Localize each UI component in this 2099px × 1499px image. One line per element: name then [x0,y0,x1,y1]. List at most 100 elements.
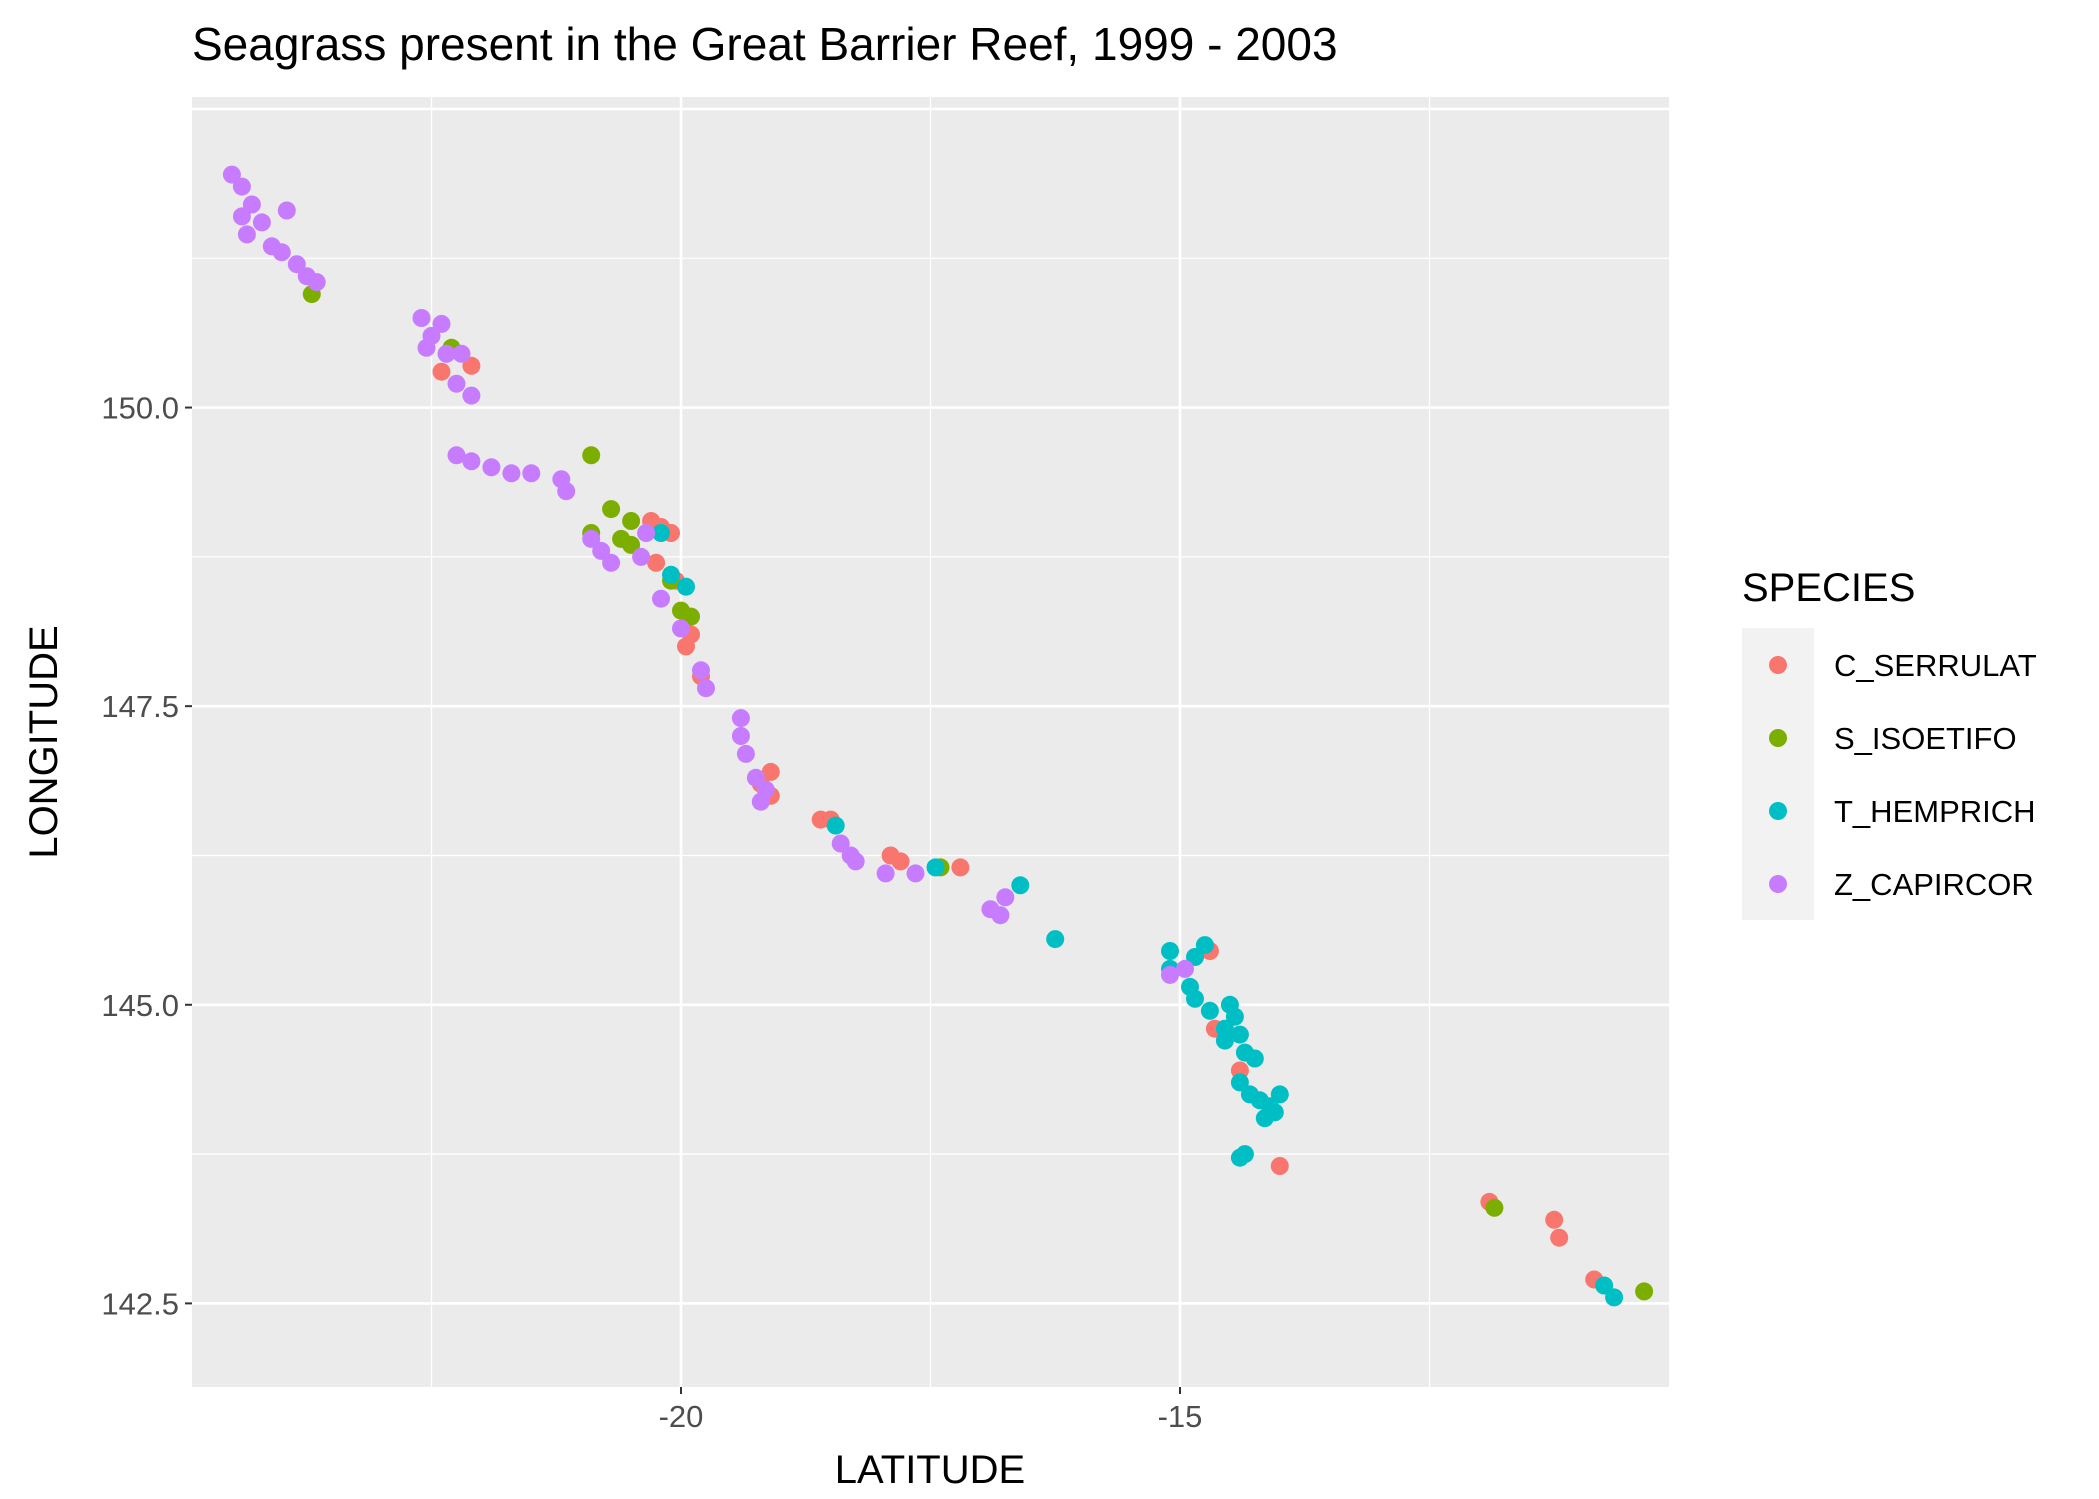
data-point [951,858,970,877]
data-point [462,386,481,405]
legend-label: C_SERRULAT [1834,648,2037,683]
data-point [1186,989,1204,1008]
data-point [222,165,241,184]
data-point [602,500,621,519]
data-point [647,553,666,572]
data-point [746,768,765,787]
data-point [622,535,641,554]
data-point [452,344,471,363]
data-point [417,338,436,357]
data-point [1545,1210,1564,1229]
data-point [831,834,850,853]
data-point [462,452,481,471]
data-point [232,207,251,226]
data-point [1265,1103,1284,1122]
data-point [502,464,521,483]
data-point [1215,1031,1234,1050]
data-point [242,195,261,214]
y-axis-ticks: 142.5 145.0 147.5 150.0 [101,391,192,1321]
data-point [522,464,541,483]
data-point [761,762,780,781]
data-point [602,553,621,572]
data-point [731,709,750,728]
data-point [731,727,750,745]
data-point [432,362,451,381]
series-t-hemprich [652,524,1624,1307]
data-point [287,255,306,274]
y-axis-title: LONGITUDE [22,625,66,858]
y-tick-label: 150.0 [101,391,179,426]
x-axis-ticks: -20 -15 [659,1387,1203,1434]
data-point [637,524,656,542]
data-point [482,458,501,477]
legend-key [1769,729,1787,747]
data-point [996,888,1015,907]
data-point [557,482,576,501]
data-point [1161,942,1179,960]
legend-label: S_ISOETIFO [1834,721,2017,756]
data-point [447,374,466,393]
data-point [582,529,601,548]
data-point [1161,965,1179,984]
data-point [697,679,715,698]
data-point [1200,1001,1219,1020]
data-point [1595,1276,1614,1295]
data-point [1046,930,1065,949]
data-point [1195,936,1214,955]
data-point [926,858,945,877]
data-point [1270,1157,1289,1175]
data-point [1230,1148,1249,1167]
data-point [906,864,925,883]
data-point [252,213,271,232]
chart-title: Seagrass present in the Great Barrier Re… [192,18,1338,70]
data-point [1230,1073,1249,1092]
y-tick-label: 147.5 [101,689,179,724]
data-point [1011,876,1030,895]
data-point [1605,1288,1624,1307]
legend-key [1769,875,1787,893]
legend: SPECIES C_SERRULAT S_ISOETIFO T_HEMPRICH Z_… [1742,566,2037,920]
legend-label: T_HEMPRICH [1834,794,2036,829]
x-tick-label: -15 [1158,1399,1203,1434]
data-point [826,816,845,835]
data-point [1186,948,1204,966]
data-point [736,744,755,763]
legend-key [1769,656,1787,674]
data-point [437,344,456,363]
data-point [1225,1007,1244,1026]
data-point [622,512,641,530]
data-point [237,225,256,244]
data-point [1270,1085,1289,1104]
legend-key [1769,802,1787,820]
data-point [447,446,466,465]
data-point [677,577,695,596]
data-point [692,661,710,680]
major-gridlines [192,97,1669,1387]
data-point [592,541,611,560]
data-point [1550,1228,1569,1247]
data-point [677,637,695,656]
data-points [222,165,1654,1307]
data-point [662,565,680,584]
data-point [582,446,601,465]
data-point [672,619,690,638]
data-point [1485,1198,1504,1217]
data-point [232,177,251,196]
data-point [412,309,431,327]
data-point [846,852,865,871]
data-point [1176,959,1194,978]
data-point [277,201,296,220]
data-point [307,273,326,292]
data-point [751,792,770,811]
data-point [1635,1282,1654,1301]
data-point [432,314,451,333]
data-point [462,356,481,375]
legend-title: SPECIES [1742,566,1915,610]
series-z-capircor [222,165,1194,984]
data-point [891,852,910,871]
data-point [632,547,651,566]
data-point [272,243,291,262]
legend-label: Z_CAPIRCOR [1834,867,2034,902]
data-point [652,589,670,608]
